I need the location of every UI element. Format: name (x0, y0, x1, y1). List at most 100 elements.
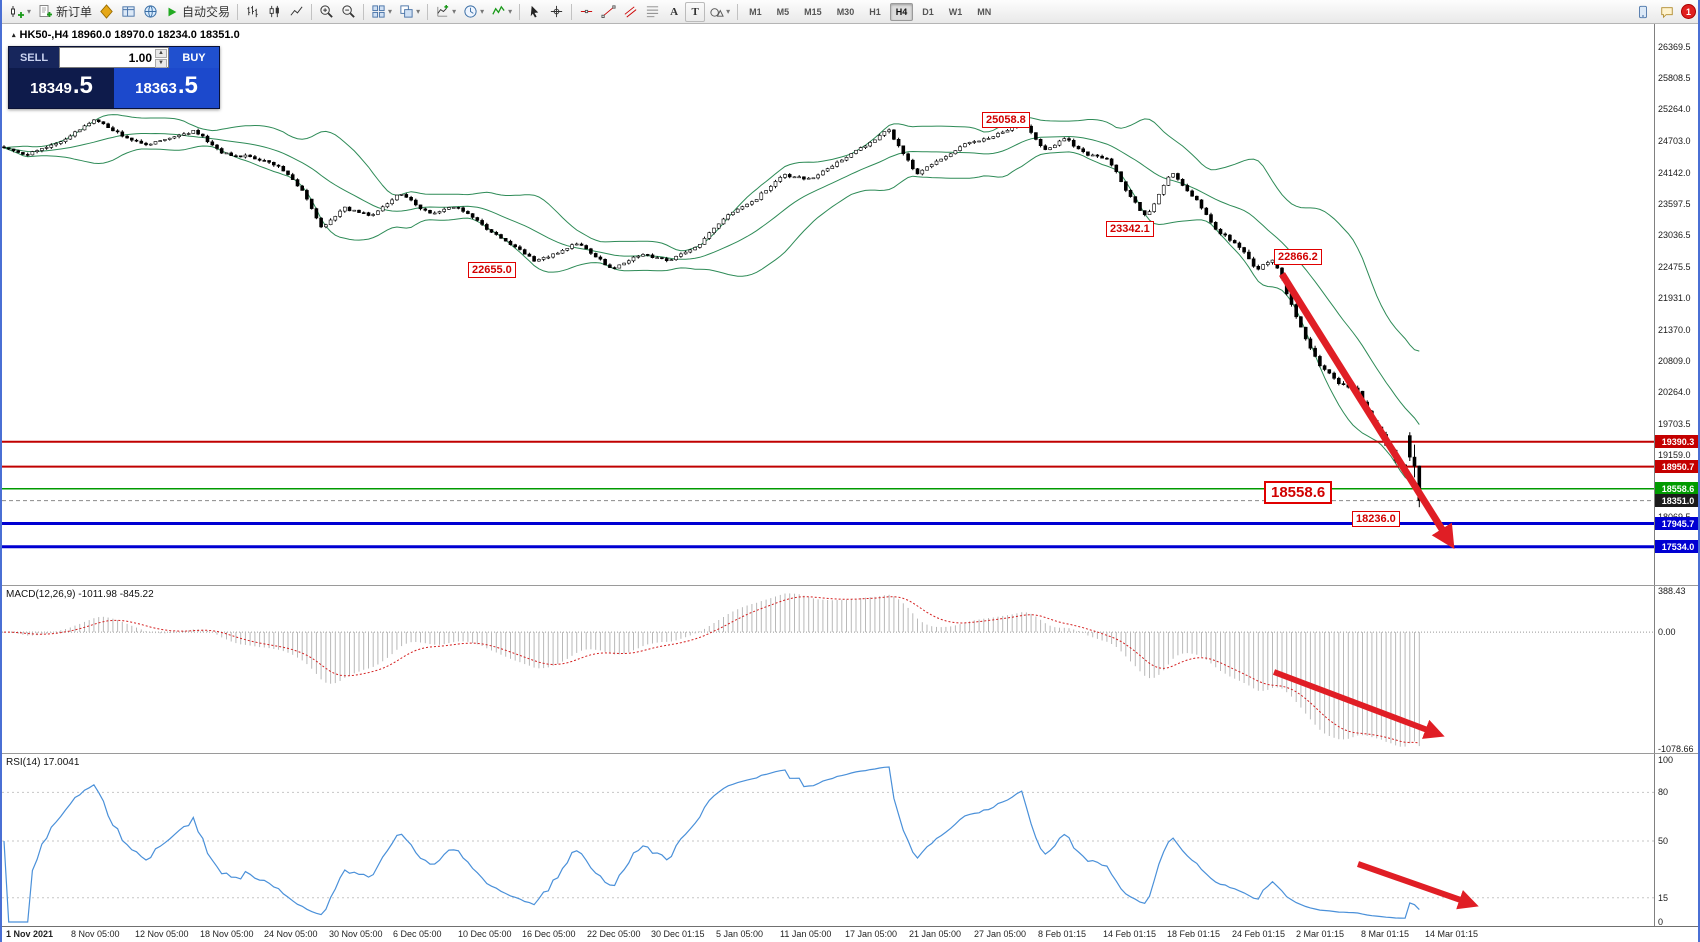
price-annotation-18236.0[interactable]: 18236.0 (1352, 511, 1400, 527)
zoom-out-button[interactable] (338, 2, 359, 22)
zoom-in-button[interactable] (316, 2, 337, 22)
price-annotation-25058.8[interactable]: 25058.8 (982, 112, 1030, 128)
sell-price-main: 18349 (30, 80, 72, 97)
line-chart-button[interactable] (286, 2, 307, 22)
pane-separator[interactable] (2, 585, 1698, 586)
candlestick-chart-button[interactable] (264, 2, 285, 22)
dropdown-caret-icon: ▾ (416, 7, 421, 16)
globe-icon (144, 5, 157, 18)
navigator-button[interactable] (140, 2, 161, 22)
time-axis-separator (2, 926, 1698, 927)
bollinger-lower[interactable] (3, 145, 1420, 499)
channel-tool-button[interactable] (620, 2, 641, 22)
community-button[interactable] (1657, 2, 1677, 22)
dropdown-caret-icon: ▾ (452, 7, 457, 16)
time-label: 8 Feb 01:15 (1038, 929, 1087, 939)
price-marker-19390.3[interactable]: 19390.3 (1655, 435, 1698, 448)
price-marker-17534.0[interactable]: 17534.0 (1655, 540, 1698, 553)
sell-price-button[interactable]: 18349 .5 (9, 68, 114, 108)
label-tool-button[interactable]: T (685, 1, 706, 22)
buy-button[interactable]: BUY (169, 47, 219, 68)
period-button[interactable]: ▾ (460, 2, 487, 22)
spinner-up-icon[interactable]: ▲ (155, 49, 167, 58)
timeframe-mn-button[interactable]: MN (977, 6, 992, 17)
trendline-icon (601, 5, 616, 18)
market-watch-button[interactable] (118, 2, 139, 22)
bar-chart-button[interactable] (242, 2, 263, 22)
time-label: 2 Mar 01:15 (1296, 929, 1345, 939)
time-axis[interactable]: 1 Nov 2021 8 Nov 05:00 12 Nov 05:00 18 Nov … (2, 927, 1698, 942)
timeframe-h4-button[interactable]: H4 (889, 2, 914, 21)
price-marker-18950.7[interactable]: 18950.7 (1655, 460, 1698, 473)
toolbar-separator (427, 3, 429, 20)
macd-axis-label: 0.00 (1658, 627, 1676, 637)
mobile-trading-button[interactable] (1633, 2, 1653, 22)
new-chart-button[interactable]: ▾ (6, 2, 34, 22)
price-marker-18558.6[interactable]: 18558.6 (1655, 482, 1698, 495)
macd-canvas[interactable] (2, 586, 1654, 753)
rsi-pane[interactable]: RSI(14) 17.0041 (2, 754, 1698, 926)
price-chart-canvas[interactable] (2, 24, 1654, 585)
candles[interactable] (2, 119, 1422, 508)
fibonacci-tool-button[interactable] (642, 2, 663, 22)
shapes-icon (710, 8, 724, 17)
trendline-tool-button[interactable] (598, 2, 619, 22)
timeframe-m5-button[interactable]: M5 (776, 6, 790, 17)
price-marker-18351.0[interactable]: 18351.0 (1655, 494, 1698, 507)
pane-separator[interactable] (2, 753, 1698, 754)
text-tool-button[interactable]: A (664, 2, 684, 22)
one-click-toggle-icon[interactable]: ▴ (12, 32, 16, 39)
price-annotation-18558.6[interactable]: 18558.6 (1264, 481, 1333, 504)
toolbar-separator (571, 3, 573, 20)
toolbar-right-tools: 1 (1633, 2, 1698, 22)
indicators-button[interactable]: ▾ (488, 2, 515, 22)
macd-pane[interactable]: MACD(12,26,9) -1011.98 -845.22 (2, 586, 1698, 753)
price-down-arrow[interactable] (1279, 272, 1455, 550)
notification-badge[interactable]: 1 (1681, 4, 1696, 19)
rsi-canvas[interactable] (2, 754, 1654, 926)
timeframe-w1-button[interactable]: W1 (948, 6, 963, 17)
price-annotation-22655.0[interactable]: 22655.0 (468, 262, 516, 278)
text-tool-icon: A (670, 5, 679, 18)
bollinger-upper[interactable] (3, 114, 1420, 352)
price-annotation-23342.1[interactable]: 23342.1 (1106, 221, 1154, 237)
buy-price-button[interactable]: 18363 .5 (114, 68, 219, 108)
time-label: 14 Feb 01:15 (1103, 929, 1157, 939)
autotrade-button[interactable]: 自动交易 (162, 2, 233, 22)
rsi-down-arrow[interactable] (1357, 861, 1479, 910)
dropdown-caret-icon: ▾ (388, 7, 393, 16)
clock-icon (464, 5, 477, 18)
mobile-icon (1639, 5, 1647, 18)
dropdown-caret-icon: ▾ (27, 7, 32, 16)
new-order-icon (39, 5, 53, 17)
one-click-trade-panel: SELL 1.00 ▲ ▼ BUY 18349 .5 18363 .5 (8, 46, 220, 109)
price-chart-pane[interactable]: ▴ HK50-,H4 18960.0 18970.0 18234.0 18351… (2, 24, 1698, 585)
price-marker-17945.7[interactable]: 17945.7 (1655, 517, 1698, 530)
timeframe-m30-button[interactable]: M30 (836, 6, 855, 17)
macd-axis-label: 388.43 (1658, 586, 1686, 596)
price-annotation-22866.2[interactable]: 22866.2 (1274, 249, 1322, 265)
zoom-out-icon (342, 5, 355, 18)
timeframe-d1-button[interactable]: D1 (922, 6, 934, 17)
volume-spinner[interactable]: ▲ ▼ (155, 49, 167, 68)
spinner-down-icon[interactable]: ▼ (155, 59, 167, 68)
bollinger-middle[interactable] (3, 132, 1420, 425)
timeframe-m1-button[interactable]: M1 (749, 6, 762, 17)
guide-button[interactable] (96, 2, 117, 22)
cascade-windows-button[interactable]: ▾ (396, 2, 423, 22)
tile-windows-button[interactable]: ▾ (368, 2, 395, 22)
price-tick-label: 20809.0 (1658, 356, 1691, 366)
macd-down-arrow[interactable] (1272, 669, 1445, 739)
timeframe-h1-button[interactable]: H1 (869, 6, 881, 17)
add-indicator-button[interactable]: ▾ (432, 2, 459, 22)
volume-input[interactable]: 1.00 ▲ ▼ (59, 47, 169, 68)
new-order-button[interactable]: 新订单 (35, 2, 95, 22)
shapes-tool-button[interactable]: ▾ (706, 2, 733, 22)
crosshair-button[interactable] (546, 2, 567, 22)
timeframe-m15-button[interactable]: M15 (804, 6, 822, 17)
horizontal-line-tool-button[interactable] (576, 2, 597, 22)
cursor-button[interactable] (524, 2, 545, 22)
price-tick-label: 19159.0 (1658, 450, 1691, 460)
time-label: 18 Nov 05:00 (200, 929, 254, 939)
sell-button[interactable]: SELL (9, 47, 59, 68)
